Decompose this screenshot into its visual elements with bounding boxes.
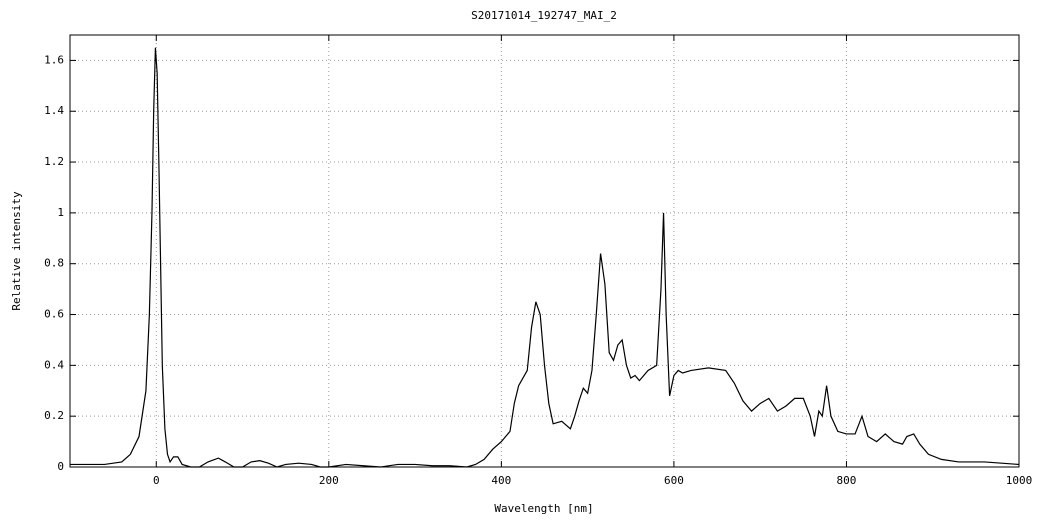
x-tick-label: 1000 [1006, 474, 1033, 487]
y-tick-label: 0.6 [44, 308, 64, 321]
x-tick-label: 0 [153, 474, 160, 487]
x-tick-label: 800 [837, 474, 857, 487]
plot-frame [69, 34, 1020, 468]
x-tick-label: 400 [491, 474, 511, 487]
x-axis-label: Wavelength [nm] [494, 502, 593, 515]
y-tick-label: 0.2 [44, 409, 64, 422]
x-tick-label: 200 [319, 474, 339, 487]
y-tick-label: 1.6 [44, 53, 64, 66]
y-axis-label: Relative intensity [10, 191, 23, 311]
y-tick-label: 1.2 [44, 155, 64, 168]
y-tick-label: 0.4 [44, 358, 64, 371]
y-tick-label: 0 [57, 460, 64, 473]
y-tick-label: 0.8 [44, 257, 64, 270]
y-tick-label: 1 [57, 206, 64, 219]
chart-title: S20171014_192747_MAI_2 [471, 9, 617, 22]
x-tick-label: 600 [664, 474, 684, 487]
y-tick-label: 1.4 [44, 104, 64, 117]
data-line [70, 47, 1020, 468]
